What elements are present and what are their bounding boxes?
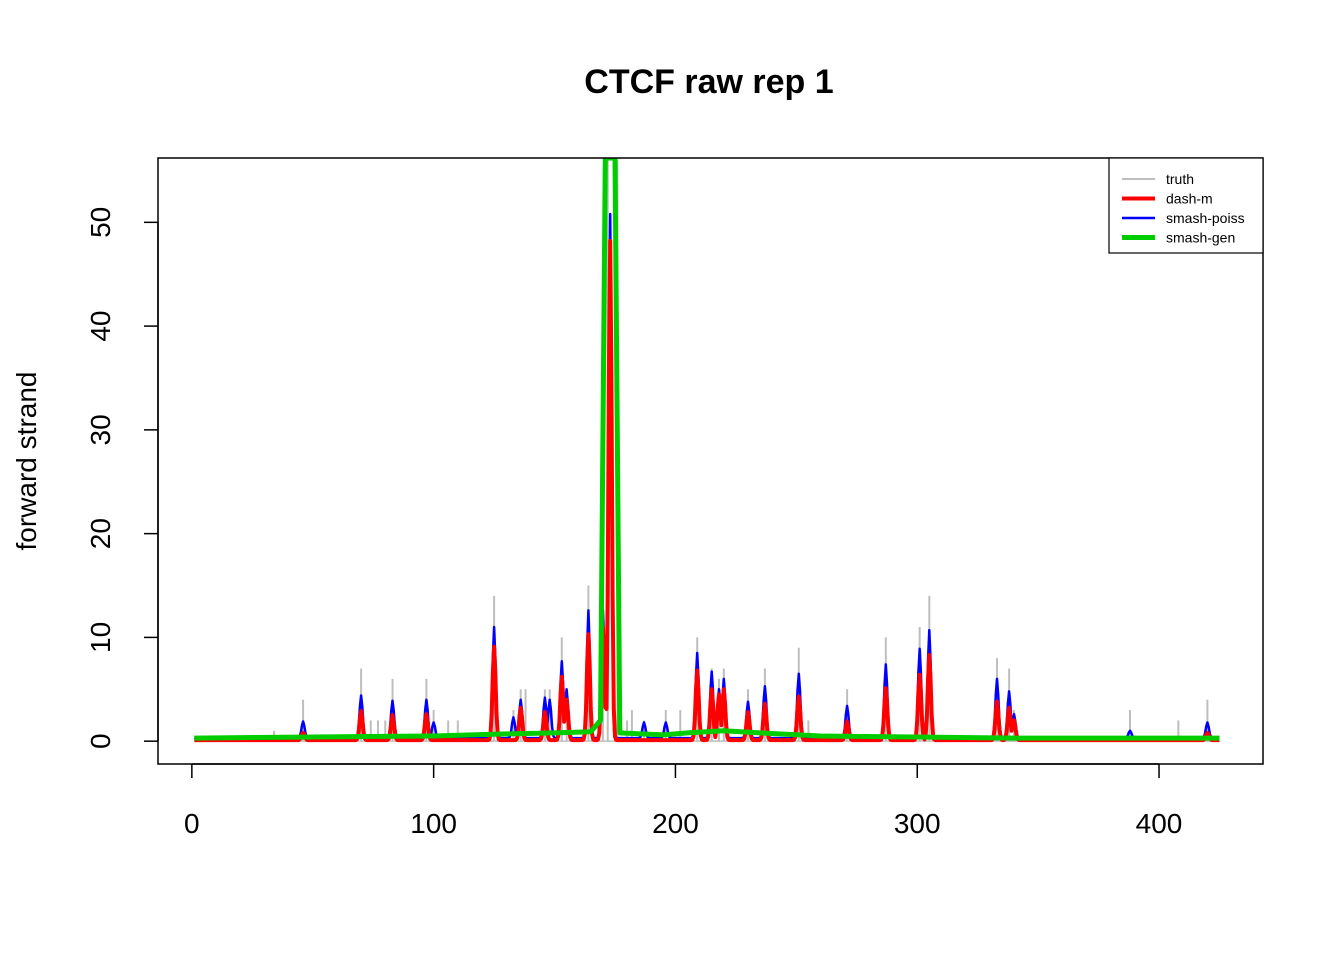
y-tick-label: 30 <box>85 414 116 445</box>
chart-title: CTCF raw rep 1 <box>584 63 833 101</box>
y-tick-label: 50 <box>85 207 116 238</box>
x-tick-label: 300 <box>894 808 941 839</box>
legend-label-dash-m: dash-m <box>1166 191 1213 207</box>
series-dash-m <box>193 239 1221 743</box>
series-truth <box>194 160 1220 742</box>
x-axis: 0 100 200 300 400 <box>184 763 1183 839</box>
y-axis-label: forward strand <box>11 372 42 551</box>
y-tick-label: 40 <box>85 311 116 342</box>
dash-m-line <box>193 239 1221 743</box>
x-tick-label: 400 <box>1136 808 1183 839</box>
series-layer <box>193 158 1221 743</box>
y-axis: 0 10 20 30 40 50 <box>85 207 159 749</box>
smash-gen-line <box>194 158 1220 741</box>
legend-label-truth: truth <box>1166 171 1194 187</box>
series-smash-gen <box>194 158 1220 741</box>
legend: truth dash-m smash-poiss smash-gen <box>1108 157 1264 254</box>
legend-label-smash-poiss: smash-poiss <box>1166 210 1245 226</box>
smash-poiss-line <box>194 212 1220 740</box>
y-tick-label: 10 <box>85 622 116 653</box>
x-tick-label: 0 <box>184 808 200 839</box>
x-tick-label: 100 <box>410 808 457 839</box>
y-tick-label: 0 <box>85 733 116 749</box>
x-tick-label: 200 <box>652 808 699 839</box>
legend-label-smash-gen: smash-gen <box>1166 230 1235 246</box>
series-smash-poiss <box>194 212 1220 740</box>
y-tick-label: 20 <box>85 518 116 549</box>
